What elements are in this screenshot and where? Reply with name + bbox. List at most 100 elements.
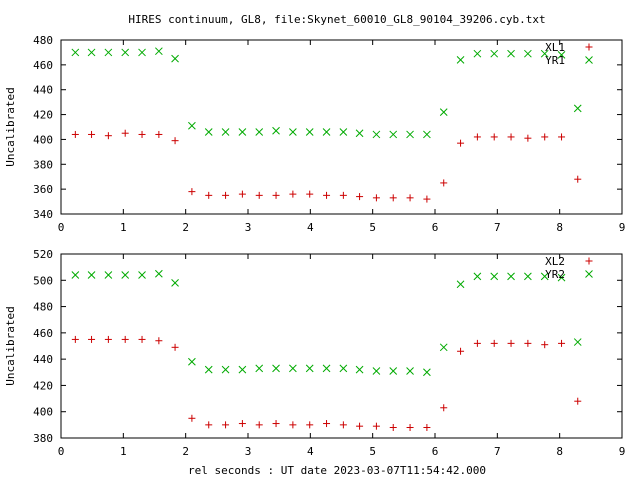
cross-stroke bbox=[305, 128, 314, 136]
data-point-xl1 bbox=[238, 190, 246, 198]
cross-stroke bbox=[289, 128, 297, 136]
data-point-xl2 bbox=[88, 335, 96, 343]
data-point-xl2 bbox=[372, 422, 380, 430]
data-point-yr1 bbox=[289, 128, 297, 136]
y-tick-label: 360 bbox=[33, 183, 53, 196]
cross-stroke bbox=[255, 128, 264, 136]
y-tick-label: 400 bbox=[33, 406, 53, 419]
data-point-yr2 bbox=[238, 365, 247, 374]
data-point-yr2 bbox=[121, 271, 130, 279]
y-tick-label: 480 bbox=[33, 301, 53, 314]
data-point-yr1 bbox=[406, 130, 414, 139]
data-point-xl1 bbox=[255, 191, 263, 199]
cross-stroke bbox=[507, 49, 515, 58]
y-tick-label: 460 bbox=[33, 327, 53, 340]
data-point-xl2 bbox=[205, 421, 213, 429]
cross-stroke bbox=[456, 280, 465, 289]
cross-stroke bbox=[355, 129, 364, 138]
data-point-yr2 bbox=[406, 367, 414, 375]
cross-stroke bbox=[389, 367, 398, 375]
legend-marker-yr1 bbox=[585, 56, 593, 64]
data-point-yr2 bbox=[507, 272, 515, 281]
series-yr2 bbox=[71, 269, 582, 377]
cross-stroke bbox=[204, 365, 213, 374]
data-point-xl1 bbox=[490, 133, 498, 141]
data-point-xl2 bbox=[138, 335, 146, 343]
data-point-yr1 bbox=[238, 128, 247, 136]
data-point-yr1 bbox=[473, 49, 482, 58]
cross-stroke bbox=[507, 272, 515, 281]
data-point-xl1 bbox=[138, 130, 146, 138]
legend-marker-xl2 bbox=[585, 257, 593, 265]
y-tick-label: 340 bbox=[33, 208, 53, 221]
data-point-yr2 bbox=[473, 272, 482, 281]
cross-stroke bbox=[439, 108, 448, 116]
data-point-yr2 bbox=[573, 338, 582, 346]
cross-stroke bbox=[171, 54, 179, 63]
data-point-xl2 bbox=[339, 421, 347, 429]
cross-stroke bbox=[406, 130, 414, 139]
x-tick-label: 9 bbox=[619, 445, 626, 458]
cross-stroke bbox=[138, 48, 146, 57]
data-point-xl2 bbox=[574, 397, 582, 405]
data-point-yr2 bbox=[339, 364, 348, 373]
data-point-xl2 bbox=[222, 421, 230, 429]
data-point-yr2 bbox=[138, 271, 146, 279]
cross-stroke bbox=[322, 364, 331, 373]
y-tick-label: 420 bbox=[33, 109, 53, 122]
data-point-xl1 bbox=[356, 193, 364, 201]
cross-stroke bbox=[490, 272, 499, 281]
y-tick-label: 440 bbox=[33, 353, 53, 366]
data-point-yr2 bbox=[322, 364, 331, 373]
y-tick-label: 420 bbox=[33, 379, 53, 392]
legend-marker-yr2 bbox=[585, 270, 593, 278]
cross-stroke bbox=[389, 130, 398, 139]
data-point-yr2 bbox=[456, 280, 465, 289]
data-point-yr1 bbox=[255, 128, 264, 136]
data-point-yr1 bbox=[204, 128, 213, 136]
x-tick-label: 2 bbox=[182, 221, 189, 234]
data-point-xl2 bbox=[71, 335, 79, 343]
y-tick-label: 500 bbox=[33, 274, 53, 287]
data-point-yr1 bbox=[389, 130, 398, 139]
data-point-yr2 bbox=[204, 365, 213, 374]
x-tick-label: 0 bbox=[58, 221, 65, 234]
x-tick-label: 4 bbox=[307, 221, 314, 234]
data-point-xl1 bbox=[574, 175, 582, 183]
legend-marker-xl1 bbox=[585, 43, 593, 51]
data-point-yr1 bbox=[155, 47, 163, 56]
data-point-xl1 bbox=[423, 195, 431, 203]
data-point-yr1 bbox=[188, 121, 196, 130]
x-tick-label: 8 bbox=[556, 221, 563, 234]
data-point-yr1 bbox=[540, 49, 549, 58]
data-point-xl2 bbox=[188, 414, 196, 422]
cross-stroke bbox=[155, 47, 163, 56]
data-point-yr2 bbox=[255, 364, 264, 373]
series-xl1 bbox=[71, 129, 582, 203]
data-point-xl2 bbox=[155, 337, 163, 345]
data-point-yr1 bbox=[322, 128, 331, 136]
data-point-xl1 bbox=[104, 132, 112, 140]
data-point-yr1 bbox=[171, 54, 179, 63]
cross-stroke bbox=[305, 364, 314, 373]
cross-stroke bbox=[540, 272, 549, 281]
cross-stroke bbox=[339, 364, 348, 373]
data-point-xl1 bbox=[541, 133, 549, 141]
data-point-xl1 bbox=[155, 130, 163, 138]
data-point-yr1 bbox=[87, 48, 96, 57]
data-point-yr1 bbox=[524, 49, 532, 58]
data-point-xl1 bbox=[222, 191, 230, 199]
cross-stroke bbox=[355, 365, 364, 374]
data-point-xl2 bbox=[423, 423, 431, 431]
data-point-xl2 bbox=[171, 343, 179, 351]
data-point-yr1 bbox=[339, 128, 348, 136]
plot-frame bbox=[60, 253, 623, 439]
data-point-yr1 bbox=[138, 48, 146, 57]
cross-stroke bbox=[585, 56, 593, 64]
data-point-xl1 bbox=[440, 179, 448, 187]
cross-stroke bbox=[573, 338, 582, 346]
data-point-yr2 bbox=[389, 367, 398, 375]
data-point-xl1 bbox=[205, 191, 213, 199]
y-tick-label: 400 bbox=[33, 133, 53, 146]
cross-stroke bbox=[339, 128, 348, 136]
